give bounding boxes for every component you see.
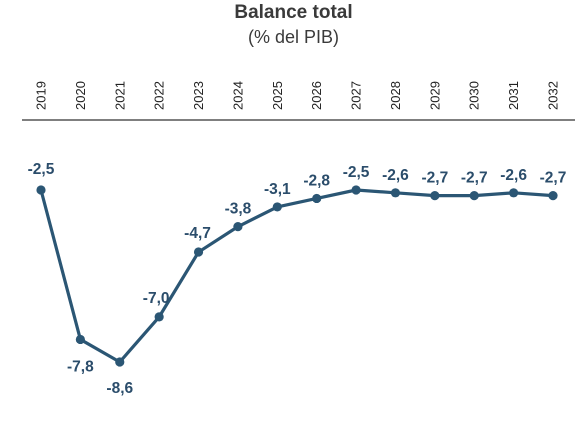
data-label: -7,8 <box>67 358 94 375</box>
data-point <box>509 188 519 198</box>
data-point <box>469 191 479 201</box>
data-label: -2,7 <box>421 170 448 187</box>
data-point <box>115 357 125 367</box>
data-point <box>351 185 361 195</box>
x-tick-label: 2024 <box>230 81 245 110</box>
data-point <box>233 222 243 232</box>
data-point <box>312 193 322 204</box>
data-point <box>430 191 440 201</box>
x-tick-label: 2027 <box>349 81 364 110</box>
data-point <box>193 247 204 257</box>
data-label: -2,6 <box>500 167 527 184</box>
chart-title: Balance total <box>234 2 353 23</box>
data-label: -7,0 <box>143 290 170 307</box>
data-point <box>390 188 401 198</box>
x-tick-label: 2028 <box>388 81 403 110</box>
x-tick-label: 2021 <box>112 81 127 110</box>
data-label: -3,8 <box>225 201 252 218</box>
x-tick-label: 2020 <box>73 81 88 110</box>
data-label: -2,7 <box>540 170 567 187</box>
data-point <box>548 191 558 201</box>
data-label: -2,6 <box>382 167 409 184</box>
data-label: -2,5 <box>28 161 55 178</box>
x-tick-label: 2030 <box>467 81 482 110</box>
data-label: -2,5 <box>343 164 370 181</box>
x-tick-label: 2026 <box>309 81 324 110</box>
data-label: -2,7 <box>461 170 488 187</box>
x-tick-label: 2019 <box>34 81 49 110</box>
data-point <box>36 185 46 195</box>
data-point <box>272 202 282 212</box>
chart-subtitle: (% del PIB) <box>247 27 340 47</box>
data-label: -4,7 <box>184 225 211 242</box>
x-tick-label: 2032 <box>546 81 561 110</box>
x-tick-label: 2029 <box>427 81 442 110</box>
x-tick-label: 2022 <box>152 81 167 110</box>
x-tick-label: 2031 <box>506 81 521 110</box>
x-tick-label: 2025 <box>270 81 285 110</box>
data-point <box>154 312 164 322</box>
x-tick-label: 2023 <box>191 81 206 110</box>
series-line <box>39 188 555 364</box>
data-label: -3,1 <box>264 181 291 198</box>
data-label: -8,6 <box>106 380 133 397</box>
data-label: -2,8 <box>303 172 330 189</box>
data-point <box>75 334 85 345</box>
